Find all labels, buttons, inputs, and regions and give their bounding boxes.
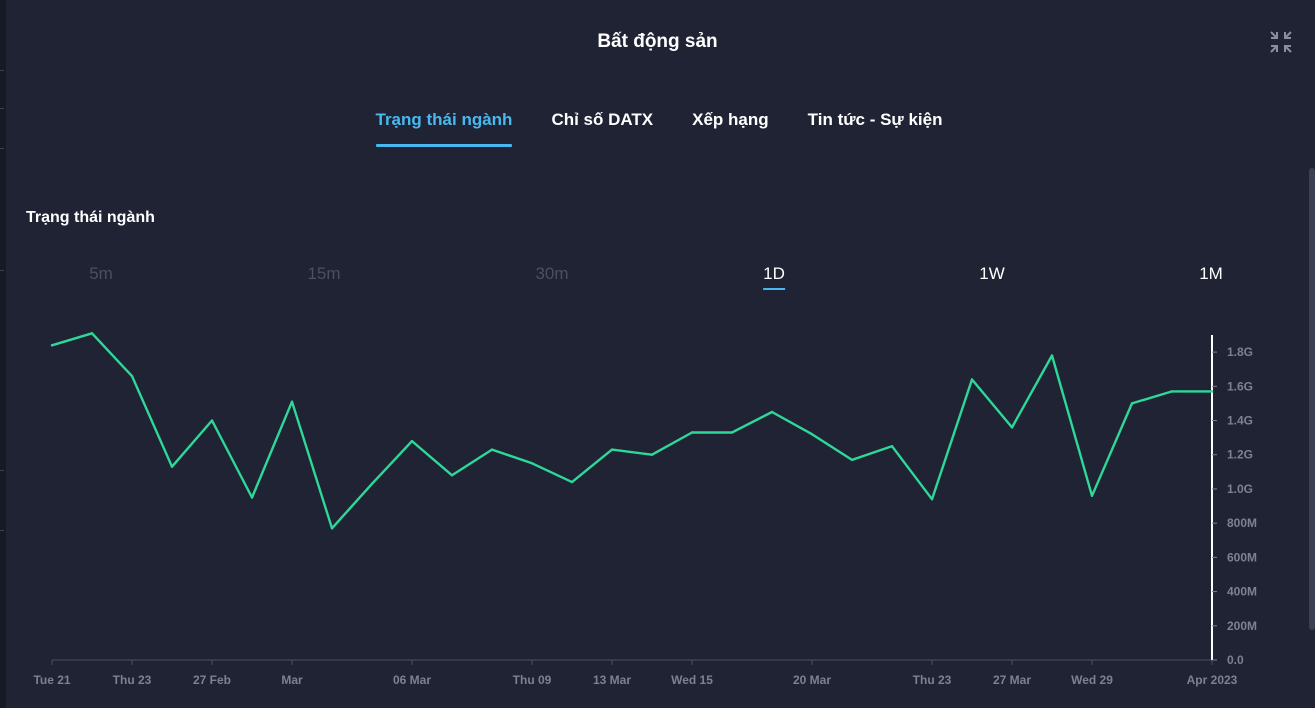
x-tick-label-8: 20 Mar bbox=[793, 673, 831, 687]
y-tick-label-3: 600M bbox=[1227, 550, 1257, 564]
data-point-21 bbox=[890, 444, 894, 448]
data-point-4 bbox=[210, 419, 214, 422]
x-tick-label-12: Apr 2023 bbox=[1187, 673, 1238, 687]
y-tick-label-2: 400M bbox=[1227, 585, 1257, 599]
x-tick-label-9: Thu 23 bbox=[913, 673, 952, 687]
data-point-18 bbox=[770, 410, 774, 414]
tab-chi-so-datx[interactable]: Chỉ số DATX bbox=[551, 110, 654, 129]
data-point-15 bbox=[650, 453, 654, 456]
tab-xep-hang[interactable]: Xếp hạng bbox=[692, 110, 769, 129]
y-tick-label-9: 1.8G bbox=[1227, 345, 1253, 359]
x-tick-label-6: 13 Mar bbox=[593, 673, 631, 687]
series-line-0 bbox=[50, 332, 1214, 530]
data-point-3 bbox=[170, 465, 174, 468]
section-title: Trạng thái ngành bbox=[26, 209, 155, 226]
background-panel-edge bbox=[0, 0, 6, 708]
data-point-25 bbox=[1050, 354, 1054, 357]
data-point-9 bbox=[410, 439, 414, 443]
x-tick-label-4: 06 Mar bbox=[393, 673, 431, 687]
modal-title: Bất động sản bbox=[597, 31, 718, 52]
y-tick-label-4: 800M bbox=[1227, 516, 1257, 530]
range-1w[interactable]: 1W bbox=[979, 264, 1005, 283]
data-point-28 bbox=[1170, 390, 1174, 393]
data-point-1 bbox=[90, 332, 94, 335]
data-point-2 bbox=[130, 374, 134, 378]
x-tick-label-7: Wed 15 bbox=[671, 673, 713, 687]
collapse-button[interactable] bbox=[1268, 29, 1294, 55]
data-point-26 bbox=[1090, 494, 1094, 497]
data-point-5 bbox=[250, 496, 254, 499]
range-15m[interactable]: 15m bbox=[307, 264, 341, 283]
data-point-17 bbox=[730, 431, 734, 434]
data-point-11 bbox=[490, 448, 494, 451]
data-point-8 bbox=[370, 482, 374, 486]
data-point-0 bbox=[50, 344, 54, 347]
x-tick-label-1: Thu 23 bbox=[113, 673, 152, 687]
data-point-6 bbox=[290, 400, 294, 403]
tab-tin-tuc-su-kien[interactable]: Tin tức - Sự kiện bbox=[807, 110, 943, 129]
data-point-14 bbox=[610, 448, 614, 451]
data-point-23 bbox=[970, 378, 974, 381]
time-range-selector: 5m 15m 30m 1D 1W 1M bbox=[0, 264, 1315, 294]
y-tick-label-1: 200M bbox=[1227, 619, 1257, 633]
range-5m[interactable]: 5m bbox=[89, 264, 113, 283]
line-chart: 0.0 200M 400M 600M 800M 1.0G 1.2G 1.4G 1.6G 1.8G T… bbox=[33, 332, 1257, 687]
x-tick-label-2: 27 Feb bbox=[193, 673, 231, 687]
data-point-22 bbox=[930, 498, 934, 501]
data-point-29 bbox=[1210, 390, 1214, 393]
range-1m[interactable]: 1M bbox=[1199, 264, 1223, 283]
data-point-19 bbox=[810, 433, 814, 436]
y-tick-label-7: 1.4G bbox=[1227, 414, 1253, 428]
data-point-12 bbox=[530, 462, 534, 465]
data-point-20 bbox=[850, 458, 854, 462]
y-tick-label-5: 1.0G bbox=[1227, 482, 1253, 496]
data-point-27 bbox=[1130, 402, 1134, 405]
range-1d[interactable]: 1D bbox=[763, 264, 785, 290]
x-tick-label-10: 27 Mar bbox=[993, 673, 1031, 687]
data-point-13 bbox=[570, 480, 574, 484]
x-tick-label-3: Mar bbox=[281, 673, 303, 687]
y-tick-label-0: 0.0 bbox=[1227, 653, 1244, 667]
x-tick-label-5: Thu 09 bbox=[513, 673, 552, 687]
y-tick-label-8: 1.6G bbox=[1227, 379, 1253, 393]
range-30m[interactable]: 30m bbox=[535, 264, 569, 283]
data-point-24 bbox=[1010, 426, 1014, 429]
x-tick-label-0: Tue 21 bbox=[33, 673, 70, 687]
data-point-7 bbox=[330, 527, 334, 530]
scrollbar[interactable] bbox=[1309, 168, 1315, 630]
y-tick-label-6: 1.2G bbox=[1227, 448, 1253, 462]
data-point-16 bbox=[690, 431, 694, 434]
collapse-icon bbox=[1270, 31, 1292, 53]
tab-trang-thai-nganh[interactable]: Trạng thái ngành bbox=[375, 110, 512, 147]
tab-bar: Trạng thái ngành Chỉ số DATX Xếp hạng Ti… bbox=[0, 110, 1315, 147]
x-tick-label-11: Wed 29 bbox=[1071, 673, 1113, 687]
data-point-10 bbox=[450, 474, 454, 477]
